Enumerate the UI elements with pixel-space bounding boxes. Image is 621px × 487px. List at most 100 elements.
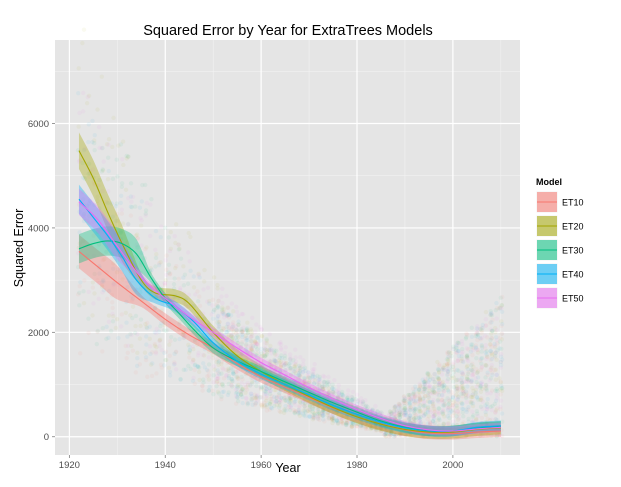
scatter-point — [495, 341, 500, 346]
scatter-point — [147, 233, 153, 239]
scatter-point — [359, 396, 364, 401]
scatter-point — [104, 249, 109, 255]
scatter-point — [363, 398, 368, 403]
scatter-point — [110, 313, 116, 319]
x-tick-label: 1940 — [155, 460, 176, 471]
scatter-point — [432, 379, 437, 385]
y-tick-label: 0 — [44, 432, 49, 443]
scatter-point — [499, 319, 504, 324]
scatter-point — [126, 154, 131, 159]
scatter-point — [90, 139, 95, 145]
scatter-point — [439, 372, 445, 377]
scatter-point — [144, 324, 149, 330]
scatter-point — [460, 371, 466, 377]
scatter-point — [144, 334, 149, 339]
scatter-point — [135, 245, 140, 250]
scatter-point — [293, 371, 299, 376]
scatter-point — [240, 377, 245, 382]
scatter-point — [432, 412, 438, 417]
scatter-point — [109, 256, 114, 262]
scatter-point — [378, 428, 384, 434]
scatter-point — [387, 432, 393, 438]
scatter-point — [478, 389, 484, 394]
scatter-point — [416, 390, 421, 395]
scatter-point — [407, 431, 413, 436]
scatter-point — [296, 408, 301, 413]
scatter-point — [494, 306, 500, 311]
scatter-point — [412, 416, 417, 422]
scatter-point — [81, 27, 87, 32]
scatter-point — [286, 392, 292, 397]
scatter-point — [162, 319, 167, 324]
scatter-point — [267, 362, 273, 367]
scatter-point — [460, 358, 465, 364]
scatter-point — [442, 401, 447, 407]
scatter-point — [450, 400, 456, 406]
scatter-point — [148, 362, 154, 367]
scatter-point — [201, 353, 207, 358]
scatter-point — [408, 430, 413, 436]
scatter-point — [420, 389, 426, 395]
scatter-point — [86, 161, 92, 166]
scatter-point — [288, 357, 293, 362]
scatter-point — [377, 427, 382, 432]
scatter-point — [336, 396, 341, 401]
scatter-point — [402, 410, 407, 416]
scatter-point — [478, 356, 484, 362]
scatter-point — [466, 371, 471, 376]
scatter-point — [236, 322, 241, 327]
scatter-point — [157, 338, 162, 344]
legend: Model ET10 ET20 ET30 ET40 ET50 — [535, 177, 584, 310]
scatter-point — [499, 331, 504, 336]
scatter-point — [186, 350, 192, 356]
scatter-point — [109, 293, 115, 298]
scatter-point — [264, 348, 270, 353]
x-tick-label: 1960 — [251, 460, 272, 471]
scatter-point — [200, 383, 205, 389]
scatter-point — [193, 292, 198, 297]
scatter-point — [461, 387, 466, 392]
scatter-point — [490, 317, 495, 323]
scatter-point — [368, 424, 373, 429]
scatter-point — [188, 366, 193, 371]
scatter-point — [244, 338, 249, 343]
scatter-point — [446, 357, 451, 362]
scatter-point — [311, 403, 317, 409]
scatter-point — [254, 394, 260, 399]
scatter-point — [248, 334, 253, 340]
scatter-point — [229, 379, 235, 384]
scatter-point — [92, 271, 97, 277]
scatter-point — [264, 341, 270, 346]
scatter-point — [402, 410, 407, 416]
scatter-point — [487, 342, 493, 347]
scatter-point — [263, 353, 268, 358]
scatter-point — [492, 355, 497, 360]
scatter-point — [479, 365, 484, 370]
scatter-point — [210, 352, 215, 357]
scatter-point — [293, 402, 298, 408]
scatter-point — [235, 341, 241, 346]
scatter-point — [76, 90, 81, 96]
scatter-point — [225, 334, 230, 340]
scatter-point — [233, 387, 239, 392]
scatter-point — [446, 361, 452, 366]
scatter-point — [321, 384, 326, 389]
scatter-point — [181, 335, 186, 341]
scatter-point — [489, 335, 495, 341]
scatter-point — [473, 390, 478, 395]
scatter-point — [293, 359, 299, 364]
scatter-point — [403, 433, 408, 438]
scatter-point — [166, 235, 171, 240]
scatter-point — [417, 406, 422, 412]
scatter-point — [200, 361, 206, 366]
scatter-point — [459, 358, 464, 364]
scatter-point — [403, 398, 408, 403]
scatter-point — [171, 282, 177, 287]
scatter-point — [149, 296, 154, 302]
scatter-point — [320, 411, 325, 417]
scatter-point — [81, 90, 86, 96]
scatter-point — [393, 433, 398, 438]
scatter-point — [492, 350, 498, 356]
scatter-point — [264, 398, 269, 403]
scatter-point — [437, 417, 442, 423]
